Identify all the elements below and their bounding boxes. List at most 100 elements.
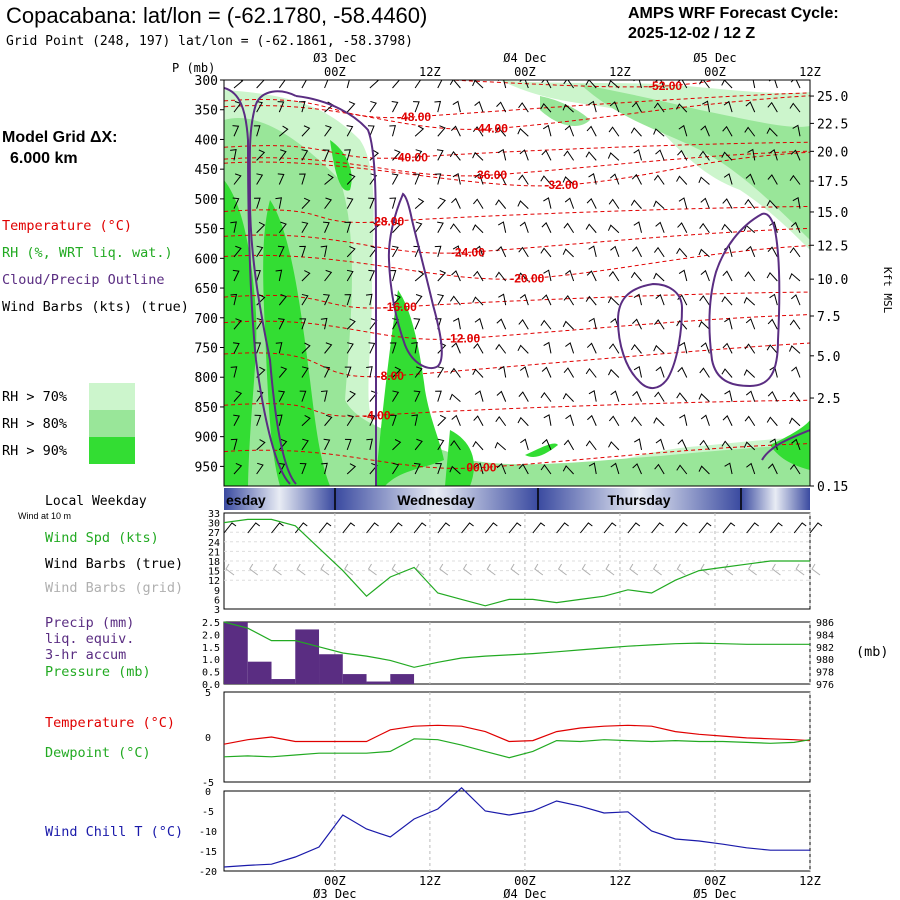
wind-barb bbox=[630, 127, 642, 137]
wind-barb bbox=[301, 342, 311, 354]
surface-wind-barb-grid bbox=[652, 563, 662, 576]
isotherm-label: 00.00 bbox=[466, 461, 496, 475]
wind-barb bbox=[452, 317, 461, 330]
wind-barb bbox=[278, 125, 289, 137]
wind-barb bbox=[518, 318, 529, 330]
surface-wind-barb-true bbox=[603, 522, 617, 534]
wind-barb bbox=[495, 271, 507, 282]
legend-rh80-label: RH > 80% bbox=[2, 416, 67, 432]
wind-barb bbox=[278, 221, 287, 234]
wind-barb bbox=[517, 416, 529, 427]
wind-barb bbox=[562, 176, 574, 185]
wind-barb bbox=[743, 441, 756, 451]
wind-barb bbox=[769, 293, 778, 306]
surface-wind-barb-grid bbox=[605, 563, 615, 576]
wind-barb bbox=[368, 197, 375, 209]
wind-barb bbox=[700, 125, 710, 137]
wind-barb bbox=[700, 342, 710, 354]
wind-barb bbox=[767, 246, 778, 258]
wind-barb bbox=[368, 269, 376, 282]
wind-barb bbox=[392, 80, 401, 89]
wind-barb bbox=[451, 414, 461, 426]
legend-cloud: Cloud/Precip Outline bbox=[2, 272, 165, 288]
wind-barb bbox=[230, 366, 238, 378]
wind-barb bbox=[563, 150, 575, 161]
wind-barb bbox=[346, 125, 354, 137]
wind-barb bbox=[322, 149, 330, 161]
wind-speed-tick-label: 12 bbox=[208, 576, 220, 587]
wind-barb bbox=[653, 174, 665, 185]
wind-barb bbox=[631, 246, 642, 258]
wind-barb bbox=[766, 199, 778, 209]
wind-barb bbox=[678, 269, 688, 282]
height-axis-title: Kft MSL bbox=[881, 267, 894, 314]
wind-barb bbox=[275, 269, 283, 282]
wind-barb bbox=[541, 80, 552, 89]
wind-barb bbox=[610, 390, 620, 402]
wind-barb bbox=[608, 343, 620, 354]
wind-barb bbox=[700, 269, 710, 282]
wind-barb bbox=[414, 221, 423, 234]
wind-barb bbox=[563, 80, 575, 89]
wind-barb bbox=[369, 80, 379, 89]
wind-barb bbox=[232, 197, 240, 209]
wind-barb bbox=[607, 296, 620, 306]
bottom-hour-label: 12Z bbox=[419, 874, 441, 888]
wind-barb bbox=[301, 221, 309, 234]
wind-barb bbox=[254, 414, 262, 426]
wind-speed-tick-label: 6 bbox=[214, 595, 220, 606]
wind-barb bbox=[346, 414, 354, 427]
wind-barb bbox=[744, 415, 756, 427]
wind-barb bbox=[413, 462, 421, 475]
wind-barb bbox=[586, 125, 597, 137]
wind-barb bbox=[610, 245, 620, 258]
surface-wind-barb-grid bbox=[249, 563, 259, 576]
wind-barb bbox=[563, 294, 575, 306]
pressure-tick-label: 900 bbox=[195, 431, 218, 446]
wind-barb bbox=[699, 295, 710, 306]
wind-barb bbox=[324, 414, 333, 427]
top-day-label: Ø3 Dec bbox=[313, 51, 356, 65]
pressure-tick-label: 750 bbox=[195, 341, 218, 356]
wind-barb bbox=[435, 463, 443, 475]
wind-barb bbox=[789, 345, 801, 354]
wind-barb bbox=[451, 197, 461, 209]
wind-speed-tick-label: 18 bbox=[208, 557, 220, 568]
isotherm-label: -44.00 bbox=[474, 122, 508, 136]
wind-barb bbox=[473, 342, 484, 354]
wind-barb bbox=[518, 174, 529, 185]
wind-barb bbox=[437, 221, 444, 233]
bottom-hour-label: 12Z bbox=[609, 874, 631, 888]
legend-rh: RH (%, WRT liq. wat.) bbox=[2, 245, 173, 261]
wind-barb bbox=[472, 126, 484, 137]
wind-barb bbox=[299, 245, 307, 258]
wind-barb bbox=[449, 393, 461, 403]
wind-barb bbox=[633, 80, 643, 89]
wind-barb bbox=[414, 293, 423, 306]
pressure-tick-label: 980 bbox=[816, 655, 834, 666]
wind-barb bbox=[655, 366, 665, 378]
wind-barb bbox=[540, 319, 552, 330]
wind-barb bbox=[676, 319, 688, 330]
isotherm-line bbox=[224, 151, 810, 187]
wind-barb bbox=[389, 125, 396, 137]
legend-rh70-label: RH > 70% bbox=[2, 389, 67, 405]
precip-label: Precip (mm) bbox=[45, 615, 134, 631]
isotherm-line bbox=[224, 95, 810, 130]
wind-barb bbox=[585, 223, 597, 234]
isotherm-label: -24.00 bbox=[451, 245, 485, 259]
wind-barb bbox=[610, 462, 620, 475]
bottom-day-label: Ø3 Dec bbox=[313, 887, 356, 900]
surface-wind-barb-true bbox=[484, 522, 498, 534]
wind-barb bbox=[232, 269, 240, 282]
wind-barb bbox=[677, 149, 688, 161]
wind-barb bbox=[277, 245, 285, 258]
wind-barb bbox=[588, 462, 597, 475]
surface-wind-barb-true bbox=[437, 522, 451, 534]
wind-barb bbox=[655, 149, 665, 161]
wind-barb bbox=[789, 102, 801, 113]
surface-wind-barb-grid bbox=[811, 563, 821, 576]
precip-tick-label: 1.0 bbox=[202, 655, 220, 666]
wind-barb bbox=[323, 294, 330, 306]
height-tick-label: 5.0 bbox=[817, 350, 840, 365]
